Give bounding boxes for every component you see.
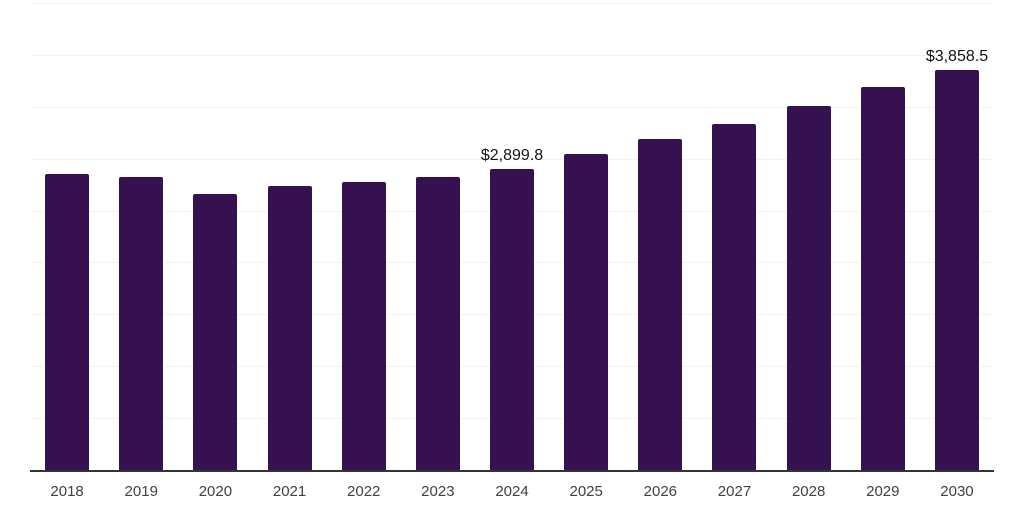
bar-2019 [119,177,164,470]
x-tick-2028: 2028 [791,483,826,500]
bar-2030 [934,69,979,470]
bar-slot-2024: $2,899.8 [475,3,549,470]
bar-2023 [415,177,460,470]
bars-container: $2,899.8 $3,858.5 [30,3,994,470]
gridline-4500 [30,3,994,4]
plot-area: $2,899.8 $3,858.5 [30,3,994,472]
bar-value-label-2024: $2,899.8 [480,147,544,165]
x-tick-2019: 2019 [124,483,158,500]
bar-slot-2018 [30,3,104,470]
x-tick-2020: 2020 [198,483,233,500]
bar-2022 [341,182,386,470]
bar-slot-2020 [178,3,252,470]
bar-2026 [638,139,683,470]
bar-slot-2019 [104,3,178,470]
x-tick-2025: 2025 [569,483,603,500]
x-tick-2027: 2027 [717,483,752,500]
bar-2024 [490,169,535,470]
bar-slot-2028 [772,3,846,470]
bar-2025 [564,154,609,470]
x-tick-2024: 2024 [495,483,529,500]
bar-slot-2029 [846,3,920,470]
bar-2029 [860,87,905,470]
x-tick-2029: 2029 [866,483,900,500]
x-tick-2030: 2030 [940,483,974,500]
bar-slot-2025 [549,3,623,470]
bar-slot-2021 [252,3,326,470]
x-axis: 2018 2019 2020 2021 2022 2023 2024 2025 2026 2027… [30,483,994,501]
gridline-3500 [30,106,994,108]
bar-2021 [267,185,312,470]
x-tick-2026: 2026 [643,483,678,500]
gridline-3000 [30,158,994,160]
x-tick-2022: 2022 [347,483,381,500]
bar-2020 [193,193,238,470]
bar-2027 [712,123,757,470]
bar-slot-2030: $3,858.5 [920,3,994,470]
bar-2028 [786,106,831,470]
bar-slot-2022 [327,3,401,470]
x-tick-2018: 2018 [50,483,84,500]
bar-value-label-2030: $3,858.5 [925,47,989,65]
bar-2018 [45,174,90,470]
x-tick-2021: 2021 [272,483,307,500]
x-tick-2023: 2023 [421,483,455,500]
bar-slot-2023 [401,3,475,470]
bar-slot-2026 [623,3,697,470]
gridline-4000 [30,54,994,56]
bar-slot-2027 [697,3,771,470]
